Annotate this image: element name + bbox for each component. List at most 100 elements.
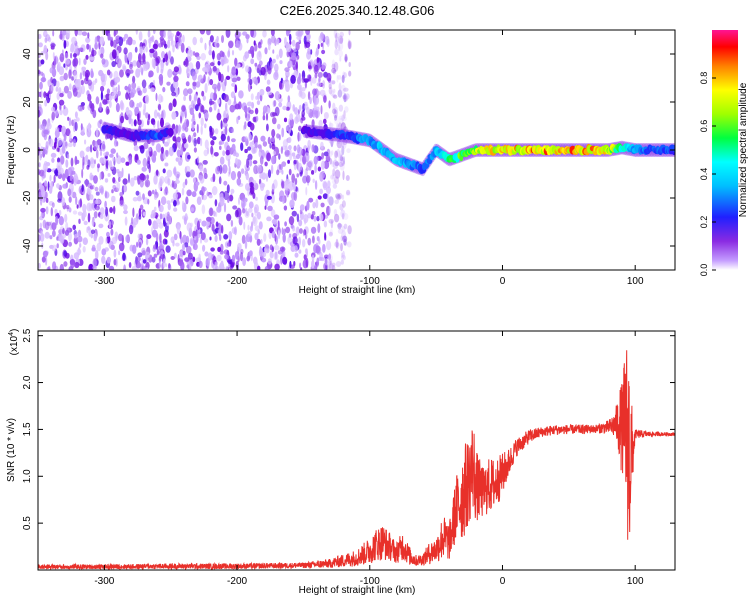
spectrogram-noise-dot — [293, 183, 296, 191]
spectrogram-noise-dot — [105, 160, 109, 170]
spectrogram-noise-dot — [153, 109, 158, 119]
spectrogram-noise-dot — [40, 90, 43, 99]
spectrogram-noise-dot — [216, 254, 222, 262]
spectrogram-noise-dot — [347, 38, 350, 48]
spectrogram-noise-dot — [328, 83, 332, 90]
spectrogram-noise-dot — [113, 205, 116, 215]
spectrogram-noise-dot — [132, 39, 136, 45]
spectrogram-noise-dot — [209, 62, 215, 67]
spectrogram-noise-dot — [285, 75, 289, 82]
spectrogram-noise-dot — [334, 48, 339, 56]
snr-x-tick-label: 0 — [500, 576, 506, 587]
spectrogram-noise-dot — [76, 204, 79, 209]
spectrogram-noise-dot — [149, 36, 153, 42]
spectrogram-noise-dot — [104, 200, 107, 209]
spectrogram-noise-dot — [91, 49, 97, 57]
spectrogram-noise-dot — [59, 109, 63, 116]
spectrogram-noise-dot — [307, 145, 310, 152]
spectrogram-noise-dot — [343, 110, 346, 119]
spectrogram-noise-dot — [285, 226, 291, 234]
spectrogram-noise-dot — [87, 32, 90, 39]
spectrogram-noise-dot — [133, 176, 138, 181]
spectrogram-noise-dot — [223, 234, 229, 240]
spectrogram-noise-dot — [248, 250, 253, 257]
spectrogram-noise-dot — [328, 100, 331, 109]
spectrogram-noise-dot — [290, 74, 296, 84]
spectrogram-noise-dot — [113, 259, 117, 266]
spectrogram-noise-dot — [317, 195, 322, 200]
spectrogram-noise-dot — [196, 123, 199, 134]
spectrogram-noise-dot — [59, 92, 64, 98]
spectrogram-noise-dot — [250, 93, 254, 101]
spectrogram-noise-dot — [262, 115, 266, 121]
spectrogram-noise-dot — [282, 139, 288, 148]
spectrogram-noise-dot — [45, 145, 49, 155]
spectrogram-noise-dot — [289, 199, 295, 208]
spectrogram-noise-dot — [202, 160, 208, 165]
spectrogram-noise-dot — [95, 96, 100, 105]
spectrogram-noise-dot — [270, 30, 275, 36]
spectrogram-noise-dot — [209, 127, 215, 136]
spectrogram-noise-dot — [48, 138, 54, 147]
spectrogram-noise-dot — [166, 200, 171, 205]
spectrogram-noise-dot — [54, 169, 59, 175]
spectrogram-noise-dot — [138, 101, 142, 108]
spectrogram-noise-dot — [285, 125, 289, 131]
spectrogram-noise-dot — [200, 53, 206, 61]
spectrogram-noise-dot — [214, 86, 217, 94]
colorbar-tick-label: 0.8 — [699, 72, 709, 85]
spectrogram-noise-dot — [138, 145, 144, 150]
spectrogram-noise-dot — [312, 202, 316, 209]
spectrogram-noise-dot — [212, 65, 217, 72]
spectrogram-noise-dot — [41, 256, 46, 263]
spectrogram-noise-dot — [310, 214, 314, 220]
spectrogram-noise-dot — [334, 161, 340, 167]
spectrogram-noise-dot — [159, 213, 163, 220]
spectrogram-noise-dot — [323, 220, 328, 228]
spectrogram-noise-dot — [133, 145, 139, 152]
spectrogram-noise-dot — [338, 117, 344, 127]
spectrogram-noise-dot — [244, 148, 248, 154]
spectrogram-noise-dot — [264, 161, 268, 167]
spectrogram-noise-dot — [252, 216, 256, 224]
spectrogram-noise-dot — [322, 181, 328, 191]
spectrogram-noise-dot — [160, 68, 164, 74]
spectrogram-noise-dot — [246, 101, 253, 107]
spectrogram-noise-dot — [276, 133, 280, 139]
spectrogram-noise-dot — [74, 155, 78, 166]
spectrogram-noise-dot — [249, 45, 255, 55]
spectrogram-noise-dot — [246, 255, 250, 262]
spectrogram-noise-dot — [210, 247, 215, 252]
spectrogram-noise-dot — [268, 44, 271, 51]
spectrogram-noise-dot — [305, 41, 311, 49]
spectrogram-noise-dot — [185, 235, 190, 244]
spectrogram-noise-dot — [287, 159, 290, 164]
spectrogram-noise-dot — [99, 150, 103, 157]
spectrogram-noise-dot — [59, 263, 64, 270]
spectrogram-noise-dot — [87, 182, 93, 188]
spectrogram-noise-dot — [189, 107, 194, 115]
spectrogram-noise-dot — [82, 246, 86, 253]
spectrogram-noise-dot — [94, 205, 100, 211]
spectrogram-x-ticks: -300 -200 -100 0 100 — [94, 30, 644, 287]
spectrogram-noise-dot — [44, 251, 49, 256]
spectrogram-noise-dot — [235, 40, 241, 48]
snr-y-multiplier-exponent: 4 — [8, 332, 15, 336]
spectrogram-noise-dot — [135, 30, 138, 35]
spectrogram-noise-dot — [322, 80, 326, 89]
spectrogram-noise-dot — [110, 228, 114, 236]
spectrogram-noise-dot — [204, 251, 209, 257]
spectrogram-noise-dot — [80, 123, 83, 131]
spectrogram-noise-dot — [185, 196, 189, 205]
spectrogram-noise-dot — [318, 35, 323, 43]
spectrogram-noise-dot — [118, 242, 125, 252]
spectrogram-noise-dot — [155, 169, 159, 176]
spectrogram-noise-dot — [141, 79, 147, 89]
spectrogram-noise-dot — [142, 157, 147, 168]
spectrogram-noise-dot — [173, 233, 178, 241]
spectrogram-noise-dot — [77, 30, 83, 36]
spectrogram-noise-dot — [176, 136, 181, 143]
spectrogram-noise-dot — [148, 38, 151, 49]
spectrogram-noise-dot — [307, 91, 311, 101]
spectrogram-noise-dot — [317, 72, 323, 78]
